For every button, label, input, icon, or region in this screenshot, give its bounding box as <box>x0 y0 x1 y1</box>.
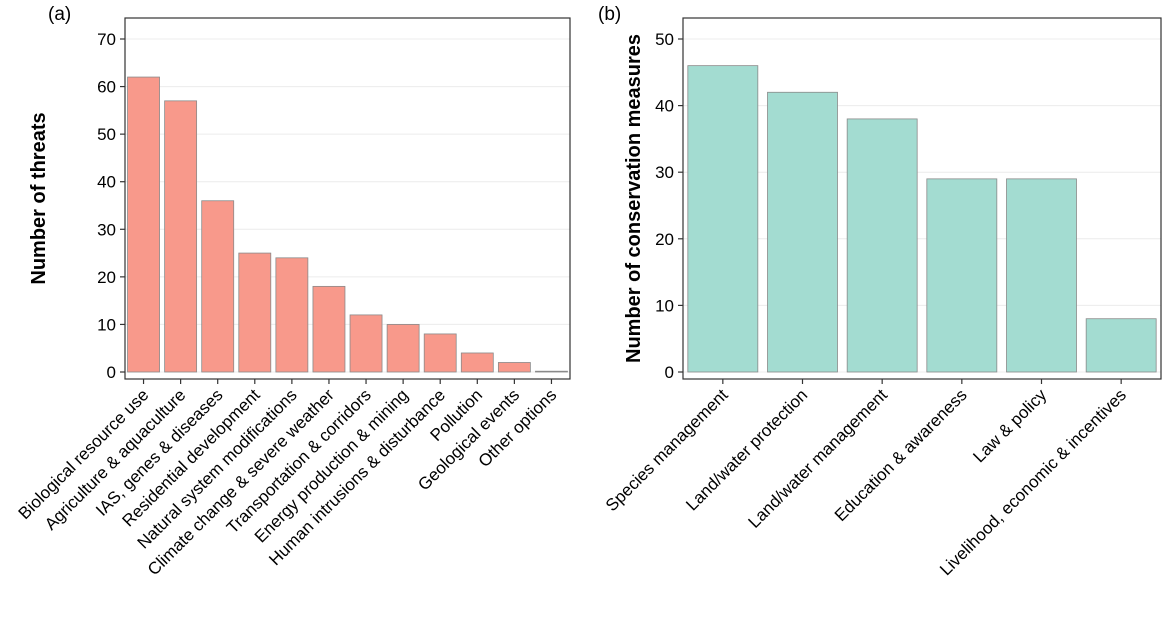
panel-label-b: (b) <box>598 4 621 25</box>
plot-frame-a <box>124 17 571 380</box>
y-axis-title-a: Number of threats <box>28 112 50 284</box>
xtick-label-b-4: Law & policy <box>969 385 1050 466</box>
ytick-label-b-5: 50 <box>655 30 674 49</box>
bar-b-2 <box>846 118 918 373</box>
ytick-label-a-3: 30 <box>97 220 116 239</box>
panel-label-a: (a) <box>48 4 71 25</box>
bar-b-4 <box>1006 178 1077 373</box>
ytick-label-a-0: 0 <box>107 363 116 382</box>
bar-b-1 <box>767 91 838 373</box>
bar-a-3 <box>238 252 272 373</box>
xtick-label-b-3: Education & awareness <box>831 385 971 525</box>
bar-a-6 <box>349 314 383 373</box>
bar-a-4 <box>275 257 309 373</box>
ytick-label-a-4: 40 <box>97 173 116 192</box>
bar-a-2 <box>201 200 235 373</box>
bar-a-10 <box>497 362 531 373</box>
ytick-label-a-5: 50 <box>97 125 116 144</box>
ytick-label-a-2: 20 <box>97 268 116 287</box>
plot-frame-b <box>682 17 1162 380</box>
bar-b-0 <box>687 65 759 373</box>
ytick-label-a-7: 70 <box>97 30 116 49</box>
bar-b-5 <box>1085 318 1157 373</box>
bar-a-5 <box>312 285 346 373</box>
ytick-label-a-1: 10 <box>97 315 116 334</box>
bar-a-9 <box>460 352 494 373</box>
ytick-label-b-3: 30 <box>655 163 674 182</box>
ytick-label-a-6: 60 <box>97 78 116 97</box>
bar-b-3 <box>926 178 998 373</box>
bar-a-1 <box>164 100 198 373</box>
ytick-label-b-2: 20 <box>655 230 674 249</box>
xtick-label-b-2: Land/water management <box>745 385 892 532</box>
y-axis-title-b: Number of conservation measures <box>623 34 645 363</box>
bar-a-11 <box>535 370 568 373</box>
bar-a-8 <box>423 333 457 373</box>
ytick-label-b-1: 10 <box>655 296 674 315</box>
bar-a-7 <box>386 324 420 373</box>
ytick-label-b-4: 40 <box>655 97 674 116</box>
bar-a-0 <box>127 76 160 373</box>
ytick-label-b-0: 0 <box>665 363 674 382</box>
